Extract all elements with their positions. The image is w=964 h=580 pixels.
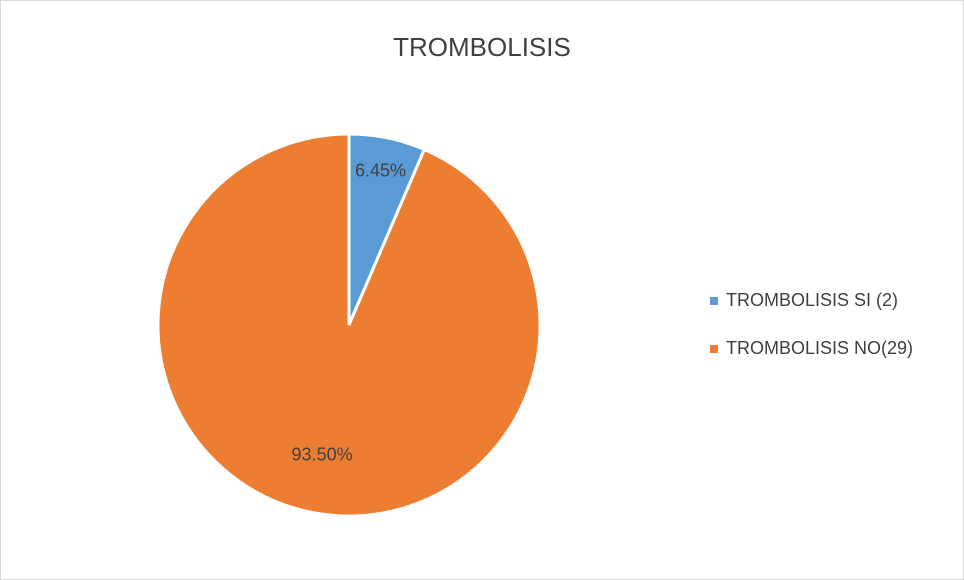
pie-slice (156, 132, 542, 518)
legend-label: TROMBOLISIS NO(29) (726, 338, 913, 358)
legend-label: TROMBOLISIS SI (2) (726, 290, 898, 310)
data-label: 6.45% (355, 160, 406, 180)
chart-title: TROMBOLISIS (393, 32, 571, 62)
data-label: 93.50% (292, 445, 353, 465)
legend-swatch (710, 297, 718, 305)
legend-swatch (710, 345, 718, 353)
